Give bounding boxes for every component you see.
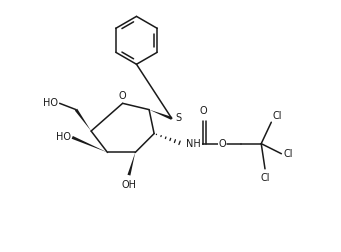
Polygon shape xyxy=(128,152,135,176)
Text: Cl: Cl xyxy=(272,111,282,121)
Text: Cl: Cl xyxy=(283,149,293,159)
Text: S: S xyxy=(175,113,181,123)
Text: OH: OH xyxy=(121,180,136,190)
Text: NH: NH xyxy=(187,139,201,149)
Polygon shape xyxy=(75,109,91,131)
Text: O: O xyxy=(218,139,226,149)
Text: Cl: Cl xyxy=(260,173,270,183)
Polygon shape xyxy=(149,110,172,120)
Text: HO: HO xyxy=(43,98,58,108)
Text: HO: HO xyxy=(56,132,71,142)
Text: O: O xyxy=(199,106,207,116)
Polygon shape xyxy=(72,136,107,152)
Text: O: O xyxy=(119,91,127,101)
